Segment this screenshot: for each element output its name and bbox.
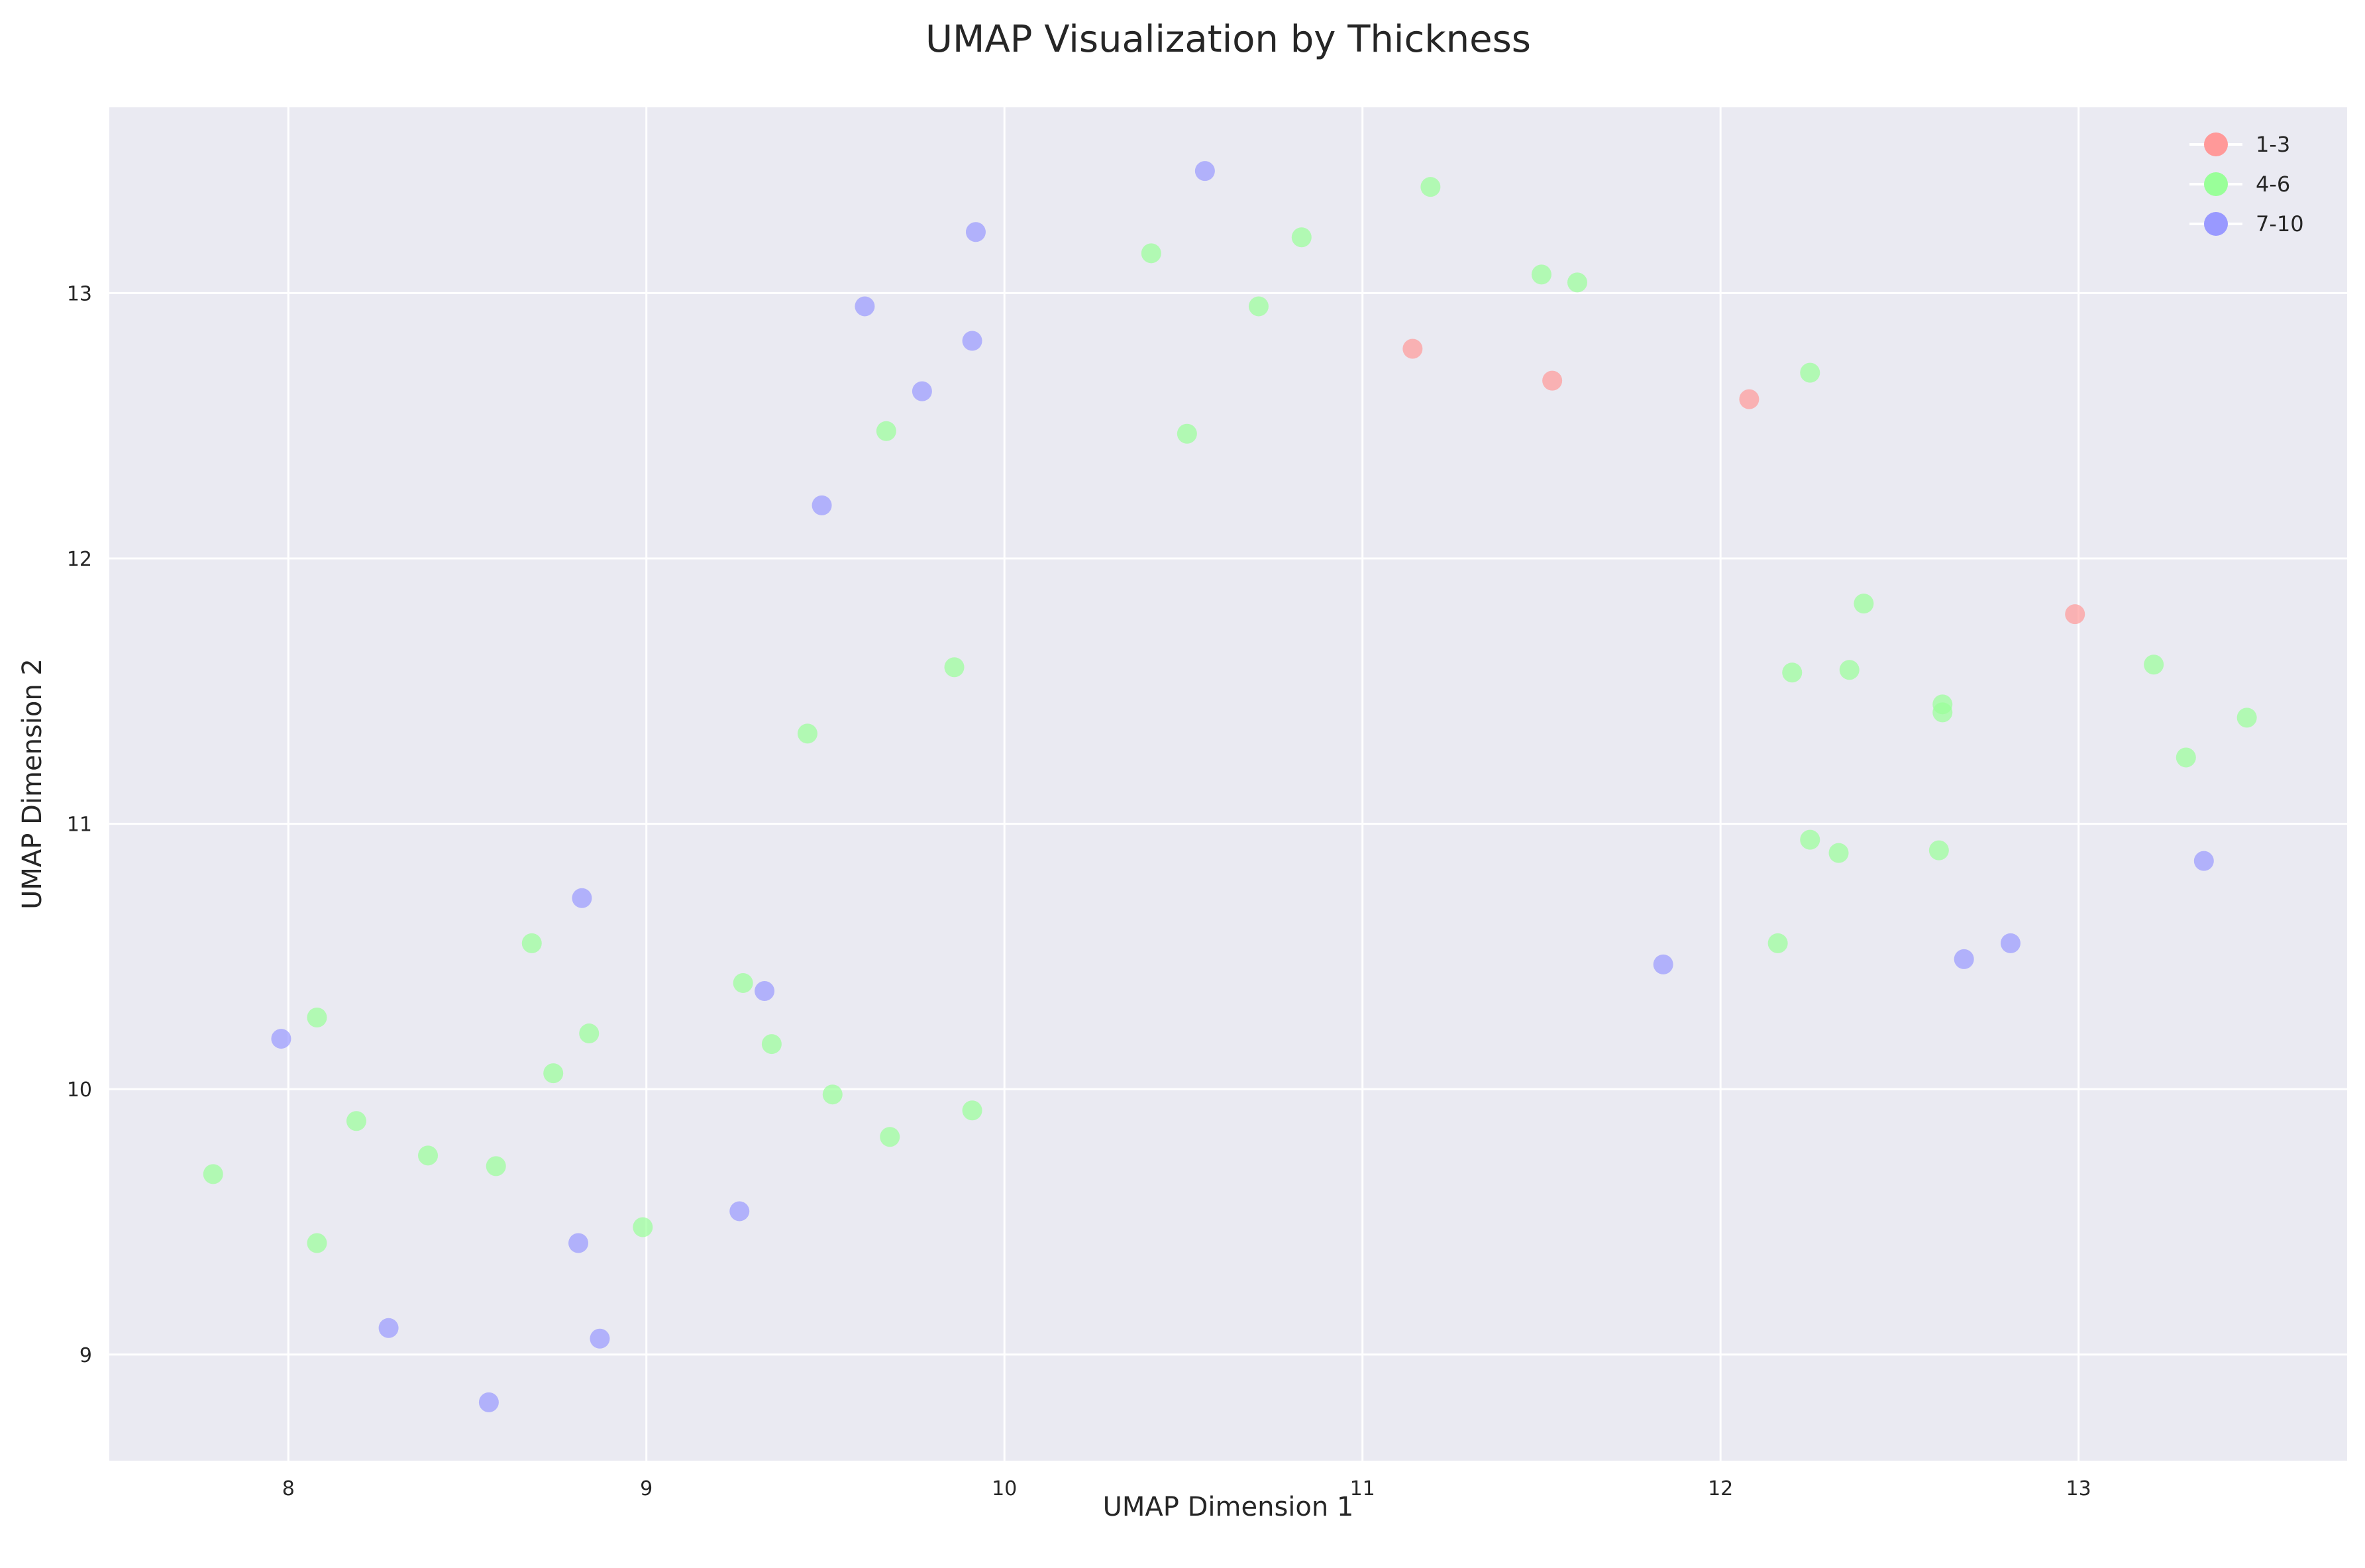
point-series-1-26 bbox=[579, 1023, 600, 1044]
point-series-1-29 bbox=[822, 1084, 843, 1105]
point-series-1-4 bbox=[1567, 272, 1587, 293]
point-series-1-22 bbox=[1767, 933, 1788, 953]
point-series-1-1 bbox=[1291, 227, 1312, 248]
point-series-1-5 bbox=[1248, 296, 1269, 317]
y-tick-label-4: 13 bbox=[67, 282, 92, 305]
point-series-1-7 bbox=[876, 421, 896, 441]
legend-label-1: 4-6 bbox=[2256, 172, 2290, 197]
point-series-1-19 bbox=[1800, 829, 1820, 850]
grid-lines bbox=[109, 107, 2347, 1461]
point-series-1-0 bbox=[1420, 177, 1441, 197]
point-series-1-15 bbox=[2144, 654, 2164, 675]
x-tick-label-5: 13 bbox=[2066, 1477, 2091, 1500]
point-series-1-27 bbox=[761, 1034, 782, 1055]
tick-labels: 8 9 10 11 12 13 9 10 11 12 13 bbox=[67, 282, 2091, 1500]
point-series-1-35 bbox=[203, 1164, 223, 1184]
point-series-0-2 bbox=[1739, 389, 1760, 409]
legend-label-2: 7-10 bbox=[2256, 211, 2304, 236]
point-series-0-3 bbox=[2065, 604, 2085, 625]
point-series-1-28 bbox=[543, 1063, 564, 1084]
point-series-1-33 bbox=[418, 1145, 439, 1166]
legend-marker-2 bbox=[2204, 212, 2228, 236]
x-axis-label: UMAP Dimension 1 bbox=[1103, 1492, 1354, 1522]
chart-title: UMAP Visualization by Thickness bbox=[925, 18, 1531, 61]
x-tick-label-0: 8 bbox=[282, 1477, 295, 1500]
data-points bbox=[203, 161, 2257, 1412]
point-series-1-32 bbox=[880, 1127, 900, 1147]
point-series-1-36 bbox=[633, 1217, 653, 1237]
point-series-1-10 bbox=[944, 657, 965, 678]
point-series-1-11 bbox=[1782, 662, 1803, 683]
point-series-1-21 bbox=[1928, 840, 1949, 861]
x-tick-label-2: 10 bbox=[992, 1477, 1017, 1500]
point-series-2-3 bbox=[962, 331, 982, 351]
x-tick-label-1: 9 bbox=[640, 1477, 653, 1500]
y-tick-label-2: 11 bbox=[67, 813, 92, 837]
point-series-2-6 bbox=[2193, 851, 2214, 871]
point-series-2-10 bbox=[572, 888, 592, 908]
y-tick-label-0: 9 bbox=[79, 1344, 92, 1367]
point-series-2-8 bbox=[1954, 949, 1974, 969]
legend: 1-3 4-6 7-10 bbox=[2189, 132, 2304, 236]
point-series-2-13 bbox=[729, 1201, 750, 1222]
y-tick-label-1: 10 bbox=[67, 1078, 92, 1102]
point-series-2-4 bbox=[912, 381, 932, 401]
point-series-2-17 bbox=[478, 1392, 499, 1412]
point-series-2-0 bbox=[1194, 161, 1215, 182]
point-series-1-24 bbox=[307, 1008, 327, 1028]
point-series-1-8 bbox=[1177, 423, 1197, 444]
point-series-1-6 bbox=[1800, 362, 1820, 383]
point-series-1-25 bbox=[733, 972, 753, 993]
point-series-2-2 bbox=[855, 296, 875, 317]
point-series-2-12 bbox=[271, 1029, 291, 1049]
point-series-1-23 bbox=[521, 933, 542, 953]
point-series-1-3 bbox=[1531, 264, 1551, 285]
point-series-2-15 bbox=[378, 1318, 399, 1338]
point-series-1-12 bbox=[1839, 660, 1860, 680]
x-tick-label-3: 11 bbox=[1350, 1477, 1375, 1500]
point-series-2-7 bbox=[2000, 933, 2021, 953]
point-series-2-16 bbox=[590, 1328, 610, 1349]
point-series-0-1 bbox=[1542, 370, 1563, 391]
point-series-1-14 bbox=[1932, 702, 1953, 723]
point-series-1-17 bbox=[2176, 747, 2196, 768]
y-axis-label: UMAP Dimension 2 bbox=[17, 658, 48, 910]
legend-label-0: 1-3 bbox=[2256, 132, 2290, 157]
point-series-2-1 bbox=[965, 222, 986, 242]
point-series-1-18 bbox=[797, 723, 817, 744]
y-tick-label-3: 12 bbox=[67, 548, 92, 571]
x-tick-label-4: 12 bbox=[1708, 1477, 1733, 1500]
point-series-2-9 bbox=[1653, 954, 1673, 974]
point-series-1-2 bbox=[1141, 243, 1161, 264]
point-series-1-20 bbox=[1828, 843, 1849, 863]
point-series-0-0 bbox=[1402, 339, 1423, 359]
point-series-1-30 bbox=[346, 1111, 366, 1131]
point-series-2-5 bbox=[812, 495, 832, 515]
point-series-2-11 bbox=[755, 980, 775, 1001]
point-series-1-31 bbox=[962, 1100, 982, 1121]
point-series-1-37 bbox=[307, 1233, 327, 1253]
legend-marker-1 bbox=[2204, 172, 2228, 196]
point-series-1-16 bbox=[2236, 707, 2257, 728]
legend-marker-0 bbox=[2204, 132, 2228, 156]
point-series-1-9 bbox=[1854, 594, 1874, 614]
point-series-1-34 bbox=[486, 1156, 506, 1176]
point-series-2-14 bbox=[568, 1233, 589, 1253]
plot-area bbox=[109, 107, 2347, 1461]
